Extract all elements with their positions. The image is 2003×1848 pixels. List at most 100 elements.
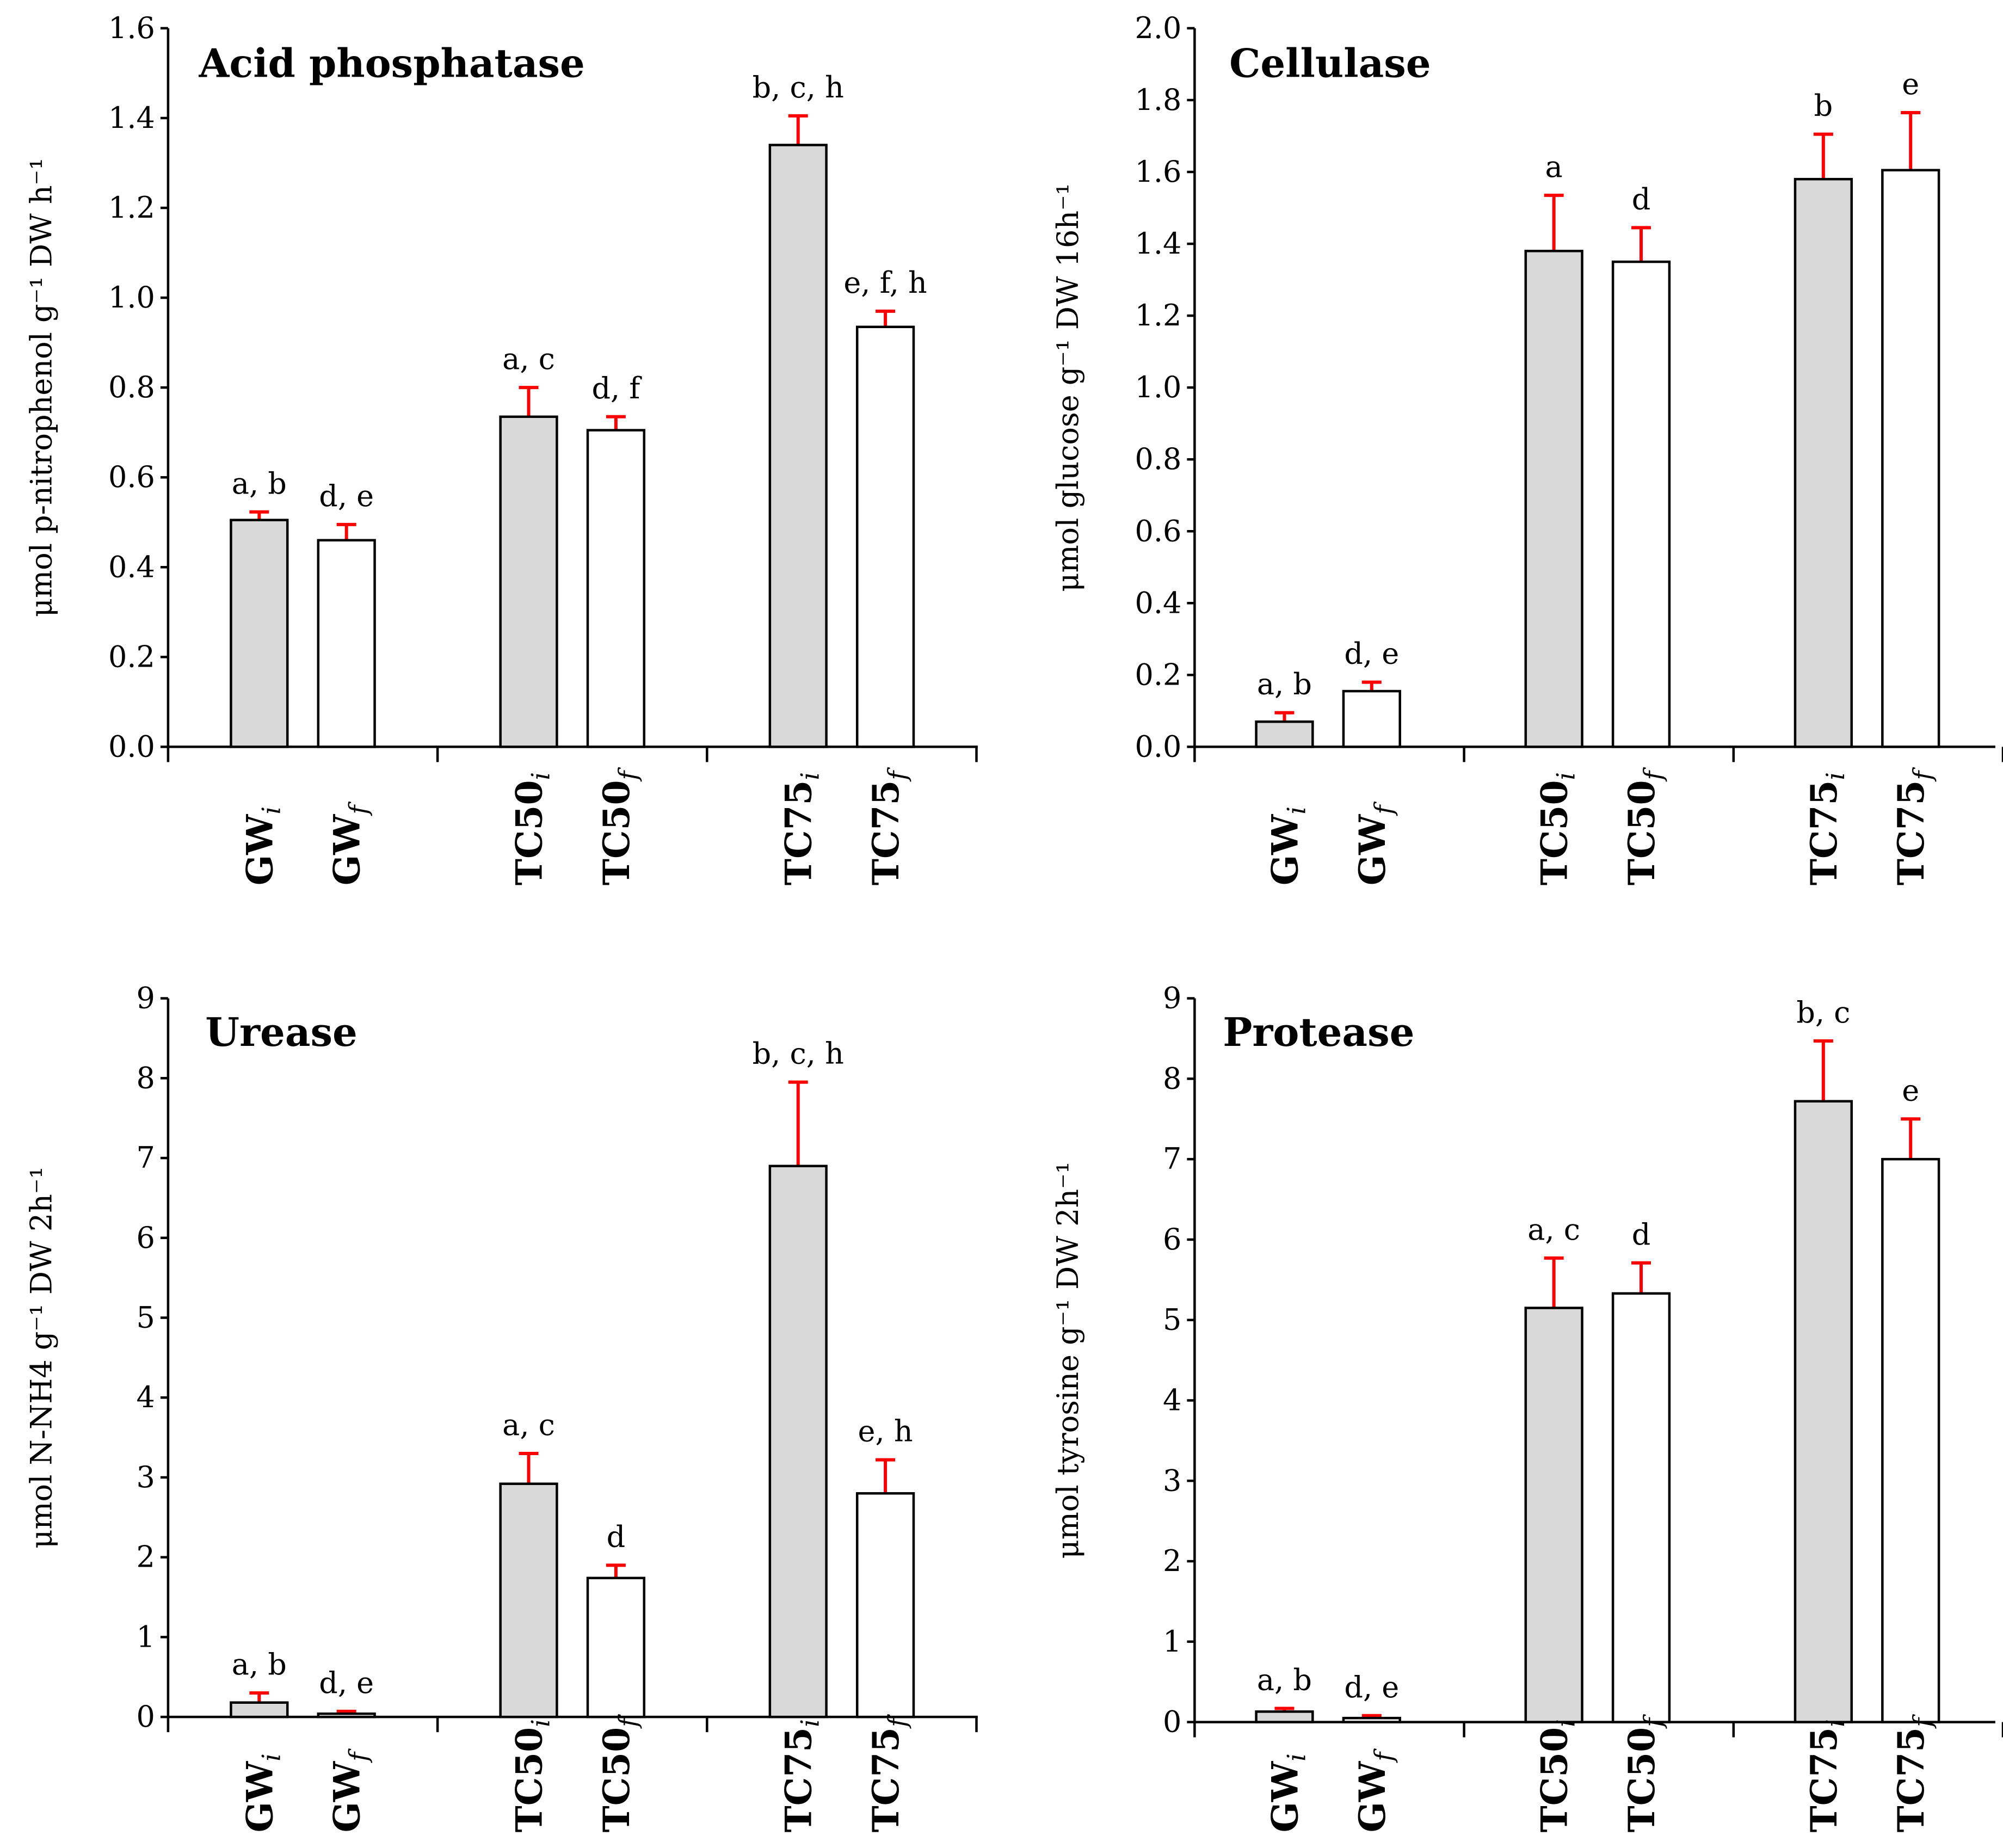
y-tick-label: 9: [137, 981, 155, 1015]
significance-label: b, c, h: [753, 1037, 844, 1071]
category-subscript: f: [344, 802, 373, 816]
significance-label: d: [607, 1519, 626, 1554]
bar-tc75-f: [1881, 1157, 1940, 1723]
bar-tc50-i: [1524, 1307, 1583, 1723]
category-base: TC75: [865, 1727, 907, 1833]
y-tick-label: 3: [1163, 1463, 1181, 1498]
panel-title: Protease: [1223, 1009, 1414, 1055]
category-base: TC75: [778, 780, 820, 886]
y-tick-label: 0.0: [1135, 729, 1182, 763]
y-tick-label: 1.4: [1135, 226, 1182, 261]
category-base: TC50: [1533, 780, 1576, 886]
significance-label: e: [1902, 67, 1919, 101]
category-subscript: f: [883, 767, 912, 782]
category-base: GW: [238, 814, 281, 885]
category-base: GW: [326, 1761, 368, 1832]
category-subscript: f: [1638, 767, 1668, 782]
category-subscript: f: [1369, 1748, 1398, 1763]
category-label: TC50f: [595, 767, 643, 886]
bar-tc50-f: [1611, 1292, 1671, 1723]
category-base: TC50: [595, 780, 638, 886]
y-tick-label: 0.4: [108, 550, 155, 584]
panel-title: Acid phosphatase: [199, 40, 585, 86]
bar-gw-i: [1255, 1710, 1314, 1723]
significance-label: d: [1632, 1217, 1651, 1252]
category-base: TC75: [1803, 1727, 1845, 1833]
category-label: GWf: [1351, 802, 1398, 886]
category-subscript: i: [526, 1719, 556, 1727]
category-subscript: i: [796, 1719, 825, 1727]
y-axis-label: μmol N-NH4 g⁻¹ DW 2h⁻¹: [24, 1167, 58, 1549]
bar-tc75-f: [855, 325, 915, 748]
bar-gw-f: [1342, 689, 1401, 748]
y-tick-label: 8: [137, 1061, 155, 1095]
category-label: TC75f: [865, 1714, 912, 1833]
bar-tc50-f: [1611, 260, 1671, 748]
significance-label: a, b: [232, 1647, 287, 1681]
category-base: TC75: [865, 780, 907, 886]
y-axis-label: μmol tyrosine g⁻¹ DW 2h⁻¹: [1051, 1162, 1085, 1559]
category-subscript: f: [1908, 767, 1937, 782]
category-base: GW: [1264, 1761, 1306, 1832]
significance-label: b, c, h: [753, 70, 844, 104]
chart-panel-2: 0.0 0.2 0.4 0.6 0.8 1.0 1.2 1.4 1.6 1.8 2.0 μmol gl…: [1051, 11, 2003, 885]
category-base: TC50: [1533, 1727, 1576, 1833]
y-tick-label: 7: [1163, 1142, 1181, 1176]
significance-label: a: [1545, 150, 1563, 184]
y-tick-label: 1.2: [1135, 298, 1182, 332]
y-axis-label: μmol p-nitrophenol g⁻¹ DW h⁻¹: [24, 158, 58, 617]
category-label: TC50i: [508, 772, 556, 885]
bar-tc50-f: [586, 429, 646, 748]
y-tick-label: 1.8: [1135, 83, 1182, 117]
y-tick-label: 0: [1163, 1705, 1181, 1739]
y-tick-label: 0.6: [108, 460, 155, 494]
y-tick-label: 8: [1163, 1061, 1181, 1095]
category-subscript: i: [1281, 806, 1311, 815]
category-subscript: i: [1821, 1719, 1850, 1727]
bar-tc75-i: [768, 1165, 828, 1718]
significance-label: d, e: [1344, 637, 1399, 671]
bar-gw-f: [1342, 1716, 1401, 1723]
category-base: TC75: [778, 1727, 820, 1833]
category-label: GWi: [238, 1753, 286, 1832]
bar-tc50-i: [499, 415, 558, 748]
significance-label: d, e: [319, 479, 374, 513]
category-base: TC50: [1620, 780, 1663, 886]
category-base: GW: [1351, 814, 1394, 885]
category-base: GW: [326, 814, 368, 885]
y-tick-label: 0.2: [1135, 657, 1182, 692]
panel-title: Urease: [205, 1009, 358, 1055]
y-tick-label: 1.0: [108, 280, 155, 315]
category-label: TC75i: [1803, 772, 1850, 885]
chart-panel-3: 0 1 2 3 4 5 6 7 8 9 μmol N-NH4 g⁻¹ DW 2h⁻¹ Urease a,…: [24, 981, 978, 1833]
category-label: TC75f: [865, 767, 912, 886]
category-base: TC75: [1803, 780, 1845, 886]
chart-panel-4: 0 1 2 3 4 5 6 7 8 9 μmol tyrosine g⁻¹ DW 2h⁻¹ Prote…: [1051, 981, 2003, 1833]
y-tick-label: 0.2: [108, 639, 155, 674]
category-subscript: i: [526, 772, 556, 780]
y-tick-label: 2: [137, 1540, 155, 1574]
bar-gw-f: [317, 1713, 376, 1718]
significance-label: a, b: [1257, 1662, 1312, 1697]
category-label: TC50i: [1533, 1719, 1581, 1832]
significance-label: d: [1632, 182, 1651, 216]
y-axis-label: μmol glucose g⁻¹ DW 16h⁻¹: [1051, 183, 1085, 592]
y-tick-label: 1.6: [108, 11, 155, 45]
category-base: TC50: [1620, 1727, 1663, 1833]
significance-label: a, c: [502, 342, 555, 376]
category-base: TC50: [508, 780, 551, 886]
category-label: GWi: [1264, 1753, 1311, 1832]
category-base: GW: [1351, 1761, 1394, 1832]
significance-label: e, f, h: [843, 266, 927, 300]
category-label: TC50f: [595, 1714, 643, 1833]
y-tick-label: 0.4: [1135, 586, 1182, 620]
bar-tc75-i: [768, 144, 828, 748]
significance-label: d, e: [1344, 1670, 1399, 1704]
category-base: GW: [238, 1761, 281, 1832]
y-tick-label: 5: [1163, 1303, 1181, 1337]
category-subscript: i: [1551, 772, 1581, 780]
panel-title: Cellulase: [1229, 40, 1431, 86]
category-subscript: i: [256, 1753, 286, 1761]
category-base: TC50: [508, 1727, 551, 1833]
